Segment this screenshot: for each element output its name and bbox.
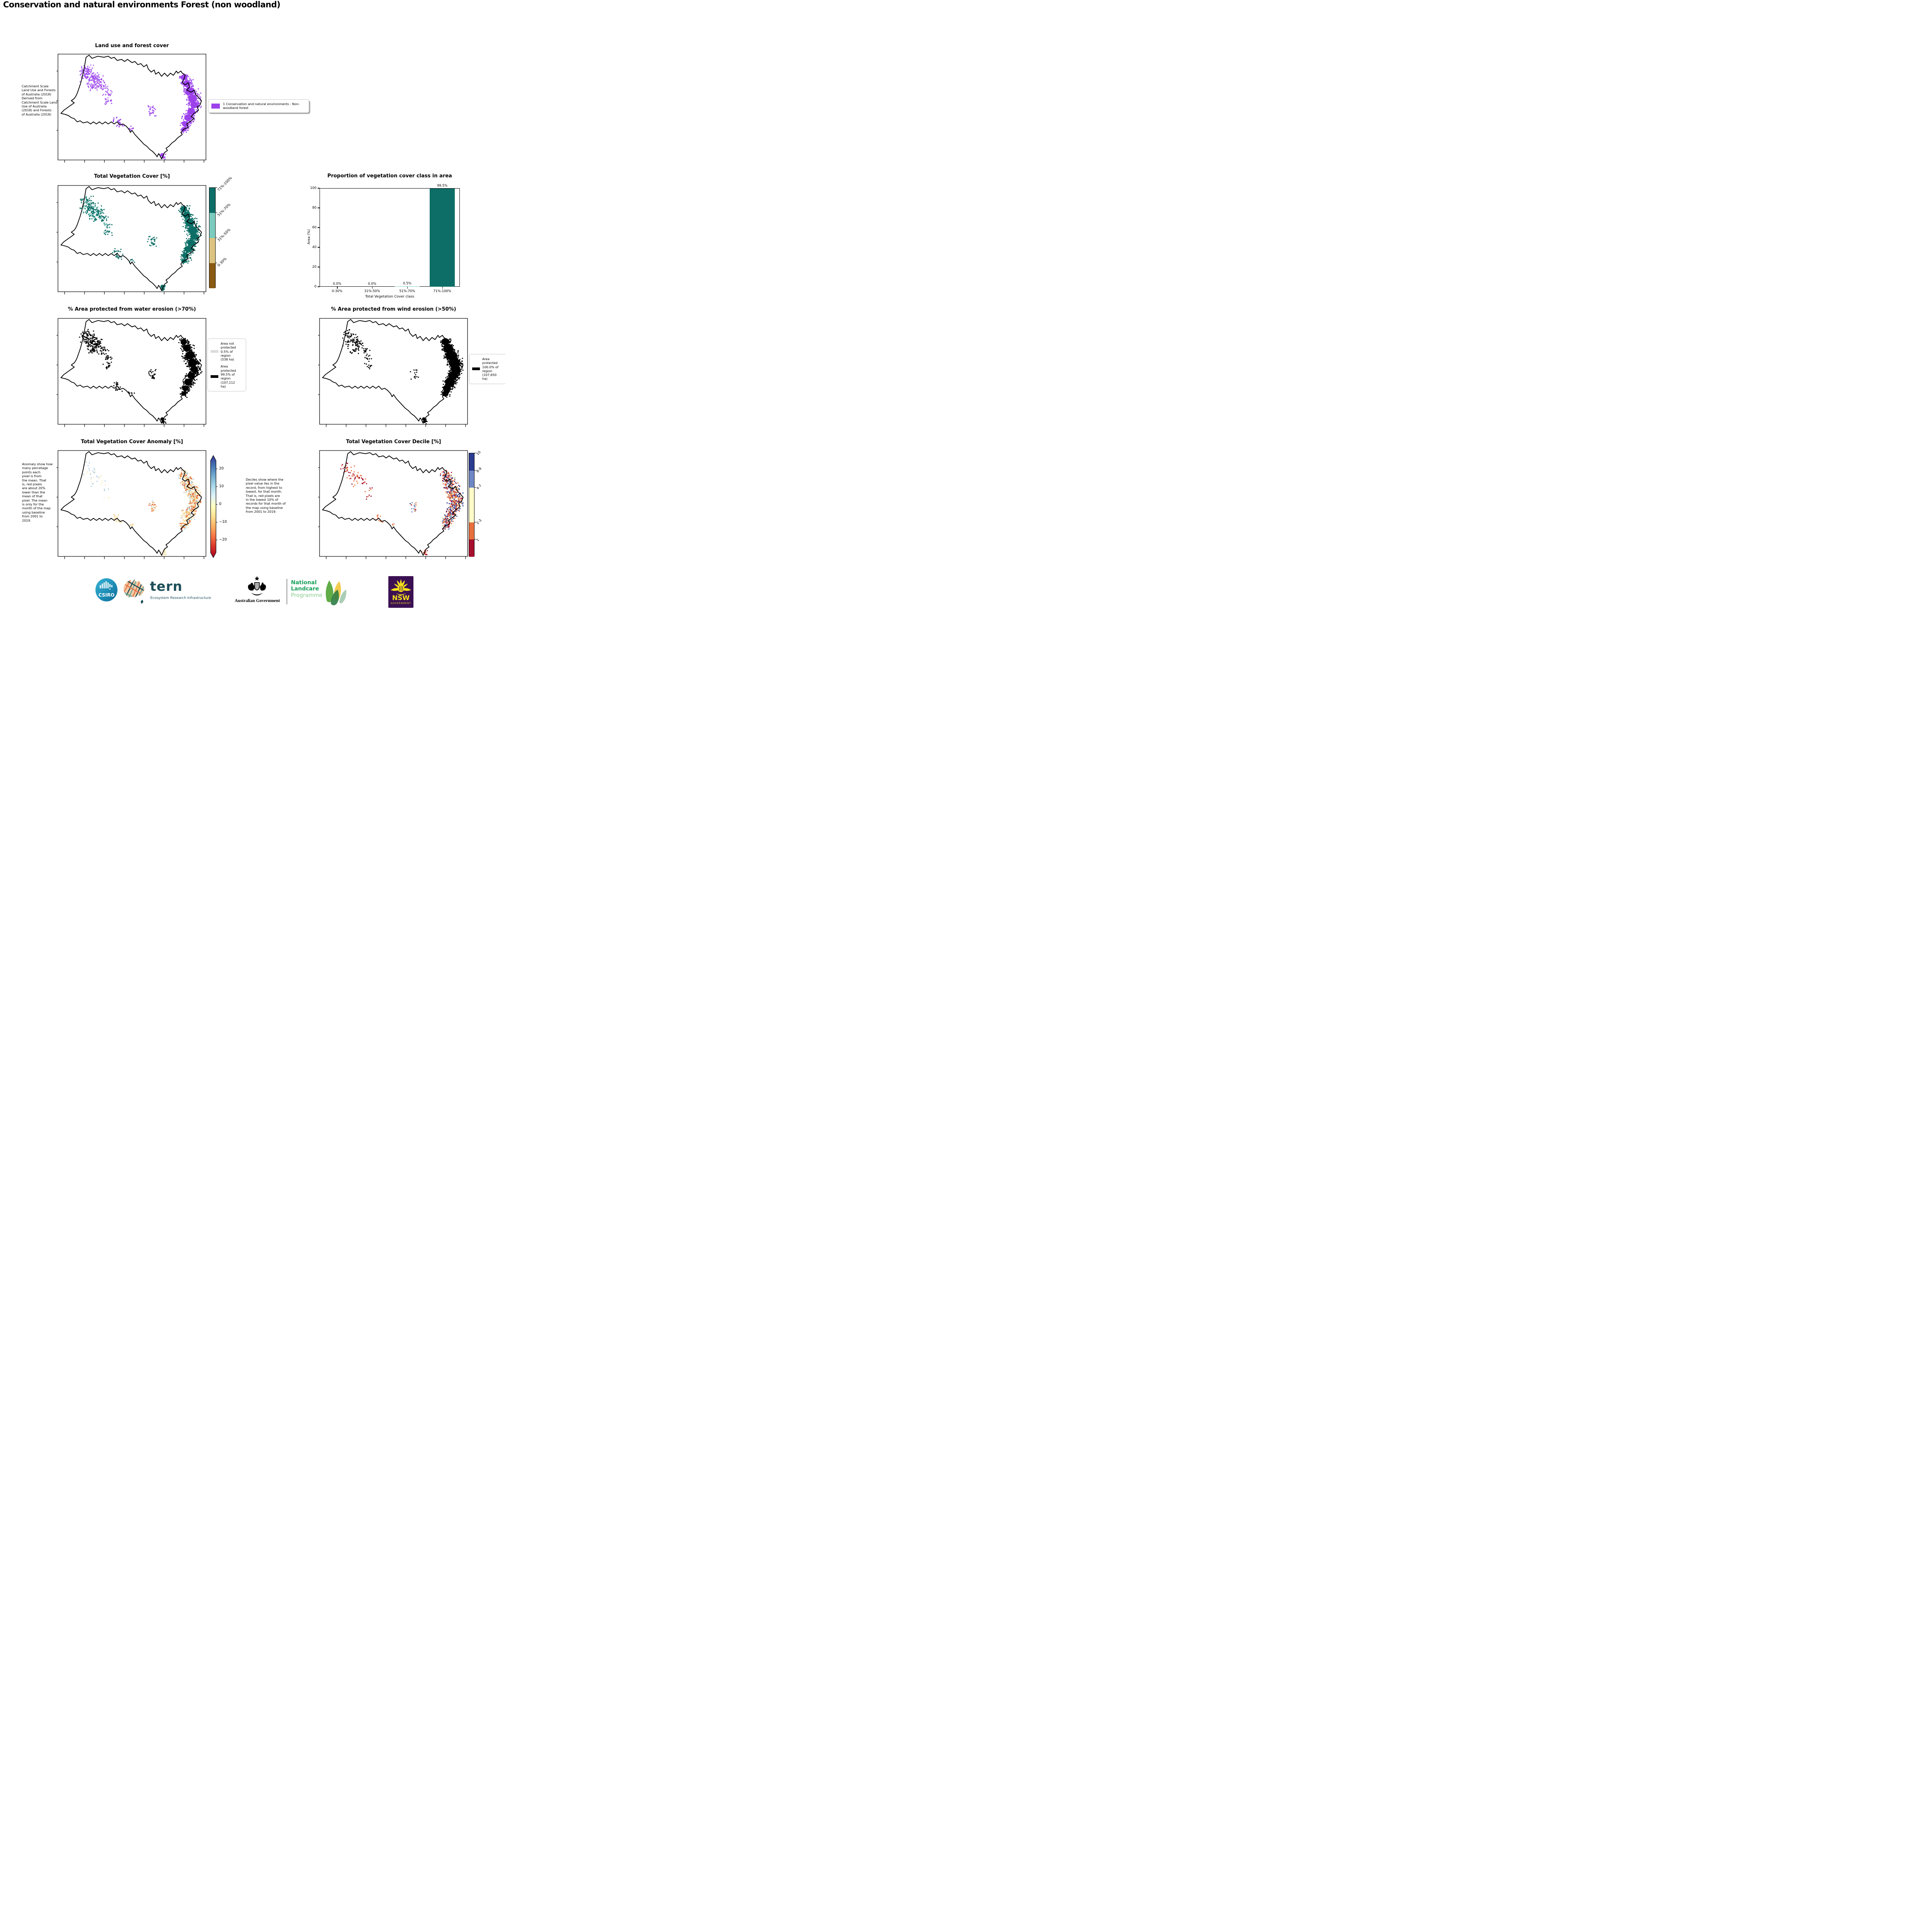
australian-government-logo bbox=[243, 576, 271, 600]
wind-legend: Area protected 100.0% of region (107,650… bbox=[469, 354, 505, 384]
y-tick-label: 60 bbox=[312, 225, 316, 230]
x-tick-label: 0-30% bbox=[332, 289, 343, 293]
colorbar-tick-label: 0-30% bbox=[217, 257, 228, 268]
decile-map bbox=[320, 451, 468, 556]
colorbar-tick bbox=[474, 470, 476, 471]
tern-wordmark: tern bbox=[150, 579, 183, 594]
colorbar-segment bbox=[469, 522, 474, 540]
colorbar-segment bbox=[469, 453, 474, 471]
landuse-legend: 1 Conservation and natural environments … bbox=[208, 99, 309, 113]
nsw-government-logo: NSW GOVERNMENT bbox=[388, 576, 413, 608]
tern-logo bbox=[121, 577, 148, 609]
australian-government-label: Australian Government bbox=[235, 599, 280, 603]
water-title: % Area protected from water erosion (>70… bbox=[68, 306, 196, 312]
barchart-title: Proportion of vegetation cover class in … bbox=[327, 173, 452, 179]
landcare-line1: National bbox=[291, 580, 317, 586]
colorbar-segment bbox=[209, 263, 215, 288]
landuse-legend-label: 1 Conservation and natural environments … bbox=[223, 102, 300, 110]
x-tick-label: 51%-70% bbox=[399, 289, 415, 293]
anomaly-side-note: Anomaly show how many percetage points e… bbox=[22, 462, 53, 522]
anomaly-tick-label: −10 bbox=[219, 520, 227, 524]
anomaly-tick-label: −20 bbox=[219, 537, 227, 542]
bar-71%-100% bbox=[430, 189, 455, 287]
landuse-legend-swatch bbox=[211, 103, 220, 109]
anomaly-tick-label: 0 bbox=[219, 502, 222, 506]
water-legend-label-0: Area not protected 0.5% of region (538 h… bbox=[221, 342, 236, 362]
wind-legend-label-0: Area protected 100.0% of region (107,650… bbox=[482, 357, 498, 381]
colorbar-segment bbox=[209, 188, 215, 213]
water-map bbox=[58, 318, 206, 424]
wind-legend-swatch-black bbox=[472, 367, 480, 371]
landuse-title: Land use and forest cover bbox=[95, 43, 169, 49]
colorbar-tick bbox=[216, 187, 217, 188]
decile-title: Total Vegetation Cover Decile [%] bbox=[346, 439, 441, 445]
colorbar-segment bbox=[209, 213, 215, 238]
bar-51%-70% bbox=[395, 286, 420, 287]
colorbar-tick-label: 10 bbox=[476, 450, 482, 456]
colorbar-segment bbox=[469, 488, 474, 522]
water-legend-label-1: Area protected 99.5% of region (107,112 … bbox=[221, 364, 236, 388]
y-tick-label: 0 bbox=[314, 284, 316, 289]
landuse-map bbox=[58, 54, 206, 160]
csiro-logo: CSIRO bbox=[95, 578, 118, 603]
bar-value-label: 99.5% bbox=[437, 184, 448, 188]
coat-of-arms-icon bbox=[248, 576, 266, 595]
colorbar-segment bbox=[469, 539, 474, 557]
anomaly-tick bbox=[216, 504, 218, 505]
tvc-map bbox=[58, 185, 206, 292]
colorbar-tick-label: 8-9 bbox=[476, 466, 483, 474]
y-tickmark bbox=[318, 227, 320, 228]
y-tickmark bbox=[318, 207, 320, 208]
landcare-line3: Programme bbox=[291, 592, 323, 599]
barchart-xlabel: Total Vegetation Cover class bbox=[365, 295, 414, 299]
colorbar-tick-label: 2-3 bbox=[476, 518, 483, 526]
bar-value-label: 0.0% bbox=[368, 282, 376, 286]
colorbar-tick-label: 71%-100% bbox=[217, 176, 233, 192]
colorbar-tick-label: 1 bbox=[476, 538, 480, 543]
wind-map bbox=[320, 318, 468, 424]
x-tick-label: 31%-50% bbox=[364, 289, 380, 293]
tvc-title: Total Vegetation Cover [%] bbox=[94, 173, 170, 179]
tern-australia-icon bbox=[124, 579, 145, 604]
y-tick-label: 80 bbox=[312, 206, 316, 210]
x-tick-label: 71%-100% bbox=[433, 289, 451, 293]
x-tickmark bbox=[442, 287, 443, 289]
csiro-logo-icon: CSIRO bbox=[95, 578, 117, 602]
colorbar-tick-label: 4-7 bbox=[476, 484, 483, 491]
landuse-side-note: Catchment Scale Land Use and Forests of … bbox=[22, 84, 58, 116]
x-tickmark bbox=[407, 287, 408, 289]
report-page: Conservation and natural environments Fo… bbox=[0, 0, 505, 611]
page-title: Conservation and natural environments Fo… bbox=[3, 0, 281, 9]
y-tickmark bbox=[318, 286, 320, 287]
y-tick-label: 40 bbox=[312, 245, 316, 249]
colorbar-tick-label: 51%-70% bbox=[217, 202, 232, 218]
colorbar-tick bbox=[474, 487, 476, 488]
landcare-leaves bbox=[324, 577, 348, 610]
wind-legend-entry-protected: Area protected 100.0% of region (107,650… bbox=[472, 357, 503, 381]
anomaly-map bbox=[58, 451, 206, 556]
water-legend: Area not protected 0.5% of region (538 h… bbox=[207, 338, 246, 392]
colorbar-segment bbox=[209, 238, 215, 263]
landcare-leaves-icon bbox=[326, 580, 347, 605]
wind-title: % Area protected from wind erosion (>50%… bbox=[331, 306, 456, 312]
bar-value-label: 0.5% bbox=[403, 281, 412, 286]
colorbar-tick-label: 31%-50% bbox=[217, 228, 232, 243]
anomaly-colorbar-icon bbox=[210, 455, 216, 558]
nsw-waratah-icon: NSW GOVERNMENT bbox=[388, 576, 413, 608]
water-legend-swatch-black bbox=[211, 375, 218, 378]
y-tick-label: 20 bbox=[312, 265, 316, 269]
tern-subtitle: Ecosystem Research Infrastructure bbox=[150, 596, 211, 600]
anomaly-title: Total Vegetation Cover Anomaly [%] bbox=[81, 439, 183, 445]
y-tick-label: 100 bbox=[310, 186, 316, 190]
landcare-line2: Landcare bbox=[291, 586, 319, 592]
water-legend-entry-protected: Area protected 99.5% of region (107,112 … bbox=[211, 364, 243, 388]
bar-value-label: 0.0% bbox=[333, 282, 342, 286]
water-legend-swatch-gray bbox=[211, 350, 218, 353]
anomaly-tick-label: 10 bbox=[219, 484, 224, 488]
anomaly-tick-label: 20 bbox=[219, 466, 224, 471]
anomaly-tick bbox=[216, 486, 218, 487]
decile-side-note: Deciles show where the pixel value lies … bbox=[246, 478, 286, 514]
colorbar-segment bbox=[469, 470, 474, 488]
water-legend-entry-not-protected: Area not protected 0.5% of region (538 h… bbox=[211, 342, 243, 361]
